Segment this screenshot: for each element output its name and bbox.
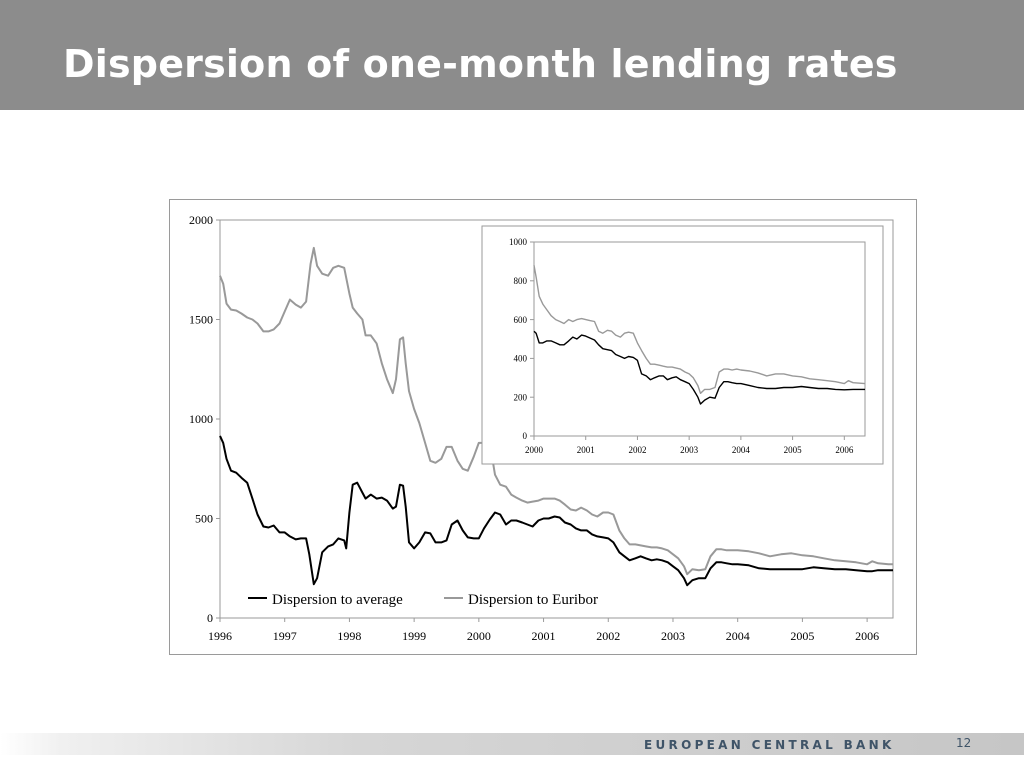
main-x-tick-label: 1998: [337, 629, 361, 643]
inset-series: [533, 265, 866, 405]
main-x-tick-label: 2005: [790, 629, 814, 643]
main-x-tick-label: 1999: [402, 629, 426, 643]
inset-x-tick-label: 2006: [835, 445, 854, 455]
main-series: [219, 246, 893, 587]
inset-plot-area: [533, 241, 866, 437]
inset-y-tick-label: 400: [514, 354, 528, 364]
inset-x-tick-label: 2000: [525, 445, 544, 455]
main-x-tick-label: 2006: [855, 629, 879, 643]
main-y-axis: 0 500 1000 1500 2000: [189, 213, 220, 625]
inset-x-axis: 2000 2001 2002 2003 2004 2005 2006: [525, 436, 854, 455]
main-y-tick-label: 1500: [189, 313, 213, 327]
main-y-tick-label: 1000: [189, 412, 213, 426]
inset-x-tick-label: 2002: [628, 445, 646, 455]
slide-title: Dispersion of one-month lending rates: [63, 42, 898, 86]
main-average-line: [219, 435, 893, 587]
inset-y-tick-label: 600: [514, 315, 528, 325]
inset-average-line: [533, 330, 865, 405]
inset-y-axis: 0 200 400 600 800 1000: [509, 237, 534, 441]
inset-x-tick-label: 2005: [784, 445, 803, 455]
inset-y-tick-label: 200: [514, 392, 528, 402]
inset-y-tick-label: 1000: [509, 237, 528, 247]
main-x-tick-label: 1996: [208, 629, 232, 643]
inset-x-tick-label: 2001: [577, 445, 595, 455]
main-y-tick-label: 0: [207, 611, 213, 625]
inset-x-tick-label: 2004: [732, 445, 751, 455]
chart-frame: 0 500 1000 1500 2000 1996 1997 1998 1999 2000 200…: [169, 199, 917, 655]
main-y-tick-label: 500: [195, 512, 213, 526]
inset-y-tick-label: 0: [523, 431, 528, 441]
main-x-tick-label: 2003: [661, 629, 685, 643]
footer-org-name: EUROPEAN CENTRAL BANK: [644, 738, 895, 752]
legend-label-average: Dispersion to average: [272, 592, 403, 608]
main-x-tick-label: 2004: [726, 629, 750, 643]
page-number: 12: [956, 736, 972, 750]
main-x-tick-label: 2001: [532, 629, 556, 643]
main-euribor-line: [219, 246, 893, 576]
inset-euribor-line: [533, 265, 866, 394]
main-x-tick-label: 2000: [467, 629, 491, 643]
inset-frame: [481, 225, 884, 465]
inset-y-tick-label: 800: [514, 276, 528, 286]
legend: Dispersion to average Dispersion to Euri…: [248, 592, 598, 608]
legend-label-euribor: Dispersion to Euribor: [468, 592, 598, 608]
main-y-tick-label: 2000: [189, 213, 213, 227]
main-x-tick-label: 1997: [273, 629, 297, 643]
inset-x-tick-label: 2003: [680, 445, 699, 455]
main-x-axis: 1996 1997 1998 1999 2000 2001 2002 2003 2004 2005…: [208, 618, 879, 643]
footer-bar: [0, 733, 1024, 755]
main-x-tick-label: 2002: [596, 629, 620, 643]
title-bar: [0, 0, 1024, 110]
